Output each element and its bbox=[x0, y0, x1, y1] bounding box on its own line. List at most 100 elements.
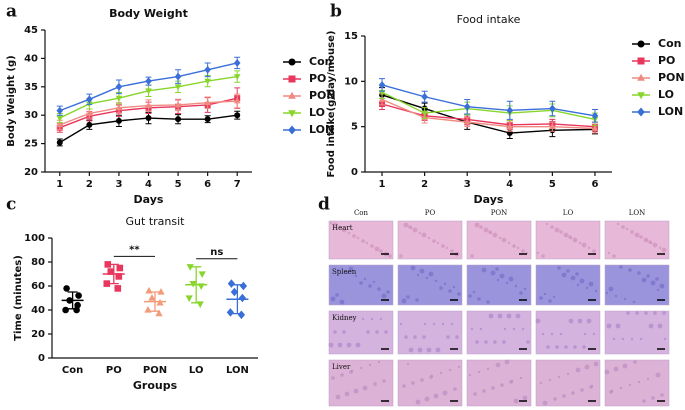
marker bbox=[421, 110, 428, 117]
tissue-texture bbox=[573, 345, 577, 349]
x-tick-label: 4 bbox=[145, 179, 152, 190]
marker bbox=[155, 309, 163, 317]
tissue-texture bbox=[386, 290, 390, 294]
tissue-texture bbox=[412, 227, 418, 233]
marker bbox=[115, 95, 123, 102]
tissue-texture bbox=[568, 235, 572, 239]
series-line bbox=[381, 91, 596, 121]
tissue-texture bbox=[401, 298, 407, 304]
tissue-texture bbox=[443, 282, 447, 286]
chart-title: Food intake bbox=[457, 13, 521, 26]
tissue-texture bbox=[615, 323, 621, 329]
tissue-texture bbox=[335, 394, 341, 400]
tissue-texture bbox=[339, 299, 345, 305]
tissue-texture bbox=[642, 399, 646, 403]
marker bbox=[145, 101, 152, 108]
y-tick-label: 30 bbox=[24, 110, 38, 121]
tissue-texture bbox=[455, 335, 459, 339]
tissue-texture bbox=[539, 296, 543, 300]
tissue-texture bbox=[559, 230, 563, 234]
tissue-texture bbox=[555, 345, 559, 349]
tissue-texture bbox=[566, 269, 570, 273]
tissue-texture bbox=[536, 251, 540, 255]
tissue-texture bbox=[626, 311, 630, 315]
tissue-texture bbox=[366, 330, 370, 334]
tissue-image bbox=[604, 359, 670, 407]
significance-label: ns bbox=[210, 247, 223, 258]
tissue-texture bbox=[341, 227, 347, 233]
tissue-texture bbox=[633, 360, 637, 364]
marker bbox=[116, 264, 124, 272]
tissue-texture bbox=[408, 347, 414, 353]
marker bbox=[115, 82, 123, 91]
marker bbox=[148, 294, 156, 301]
tissue-texture bbox=[589, 385, 593, 389]
tissue-texture bbox=[457, 292, 461, 296]
tissue-texture bbox=[662, 311, 666, 315]
tissue-texture bbox=[452, 285, 456, 289]
tissue-texture bbox=[578, 241, 582, 245]
legend-marker bbox=[288, 91, 296, 99]
tissue-texture bbox=[496, 278, 500, 282]
tissue-texture bbox=[479, 225, 483, 229]
tissue-texture bbox=[587, 246, 591, 250]
tissue-texture bbox=[416, 273, 420, 277]
y-tick-label: 100 bbox=[24, 233, 45, 244]
tissue-texture bbox=[576, 283, 580, 287]
tissue-texture bbox=[490, 270, 496, 276]
tissue-texture bbox=[332, 222, 338, 228]
marker bbox=[56, 106, 64, 115]
tissue-texture bbox=[641, 277, 647, 283]
tissue-texture bbox=[637, 380, 641, 384]
tissue-texture bbox=[663, 337, 667, 341]
y-tick-label: 15 bbox=[344, 31, 358, 42]
tissue-texture bbox=[575, 272, 579, 276]
tissue-texture bbox=[564, 345, 568, 349]
y-tick-label: 0 bbox=[351, 167, 358, 178]
tissue-texture bbox=[584, 364, 590, 370]
marker bbox=[186, 264, 194, 271]
tissue-texture bbox=[434, 279, 438, 283]
tissue-texture bbox=[648, 240, 652, 244]
tissue-texture bbox=[427, 236, 431, 240]
x-tick-label: 4 bbox=[506, 179, 513, 190]
tissue-texture bbox=[541, 254, 545, 258]
row-label: Heart bbox=[332, 224, 353, 232]
tissue-texture bbox=[566, 372, 570, 376]
column-label: LO bbox=[563, 209, 574, 217]
tissue-texture bbox=[399, 322, 403, 326]
tissue-texture bbox=[522, 395, 528, 401]
marker bbox=[174, 101, 182, 108]
tissue-texture bbox=[614, 294, 618, 298]
tissue-texture bbox=[659, 283, 665, 289]
tissue-image bbox=[535, 359, 601, 407]
marker bbox=[73, 306, 80, 314]
tissue-texture bbox=[402, 384, 406, 388]
tissue-texture bbox=[406, 295, 410, 299]
marker bbox=[75, 292, 82, 299]
legend-label: LO bbox=[658, 88, 674, 101]
tissue-texture bbox=[347, 231, 351, 235]
marker bbox=[591, 124, 599, 131]
tissue-texture bbox=[352, 317, 356, 321]
tissue-texture bbox=[592, 249, 596, 253]
tissue-texture bbox=[340, 373, 344, 377]
marker bbox=[107, 268, 115, 275]
tissue-texture bbox=[382, 379, 386, 383]
tissue-texture bbox=[637, 271, 641, 275]
tissue-texture bbox=[446, 335, 450, 339]
tissue-texture bbox=[413, 335, 417, 339]
tissue-texture bbox=[421, 232, 427, 238]
tissue-texture bbox=[343, 317, 347, 321]
tissue-texture bbox=[512, 244, 516, 248]
tissue-texture bbox=[474, 222, 480, 228]
tissue-texture bbox=[509, 380, 513, 384]
tissue-image bbox=[466, 359, 532, 407]
y-tick-label: 0 bbox=[38, 353, 45, 364]
tissue-texture bbox=[579, 278, 585, 284]
tissue-texture bbox=[468, 373, 472, 377]
tissue-texture bbox=[628, 383, 632, 387]
tissue-texture bbox=[493, 340, 497, 344]
tissue-texture bbox=[423, 322, 427, 326]
tissue-texture bbox=[588, 281, 594, 287]
